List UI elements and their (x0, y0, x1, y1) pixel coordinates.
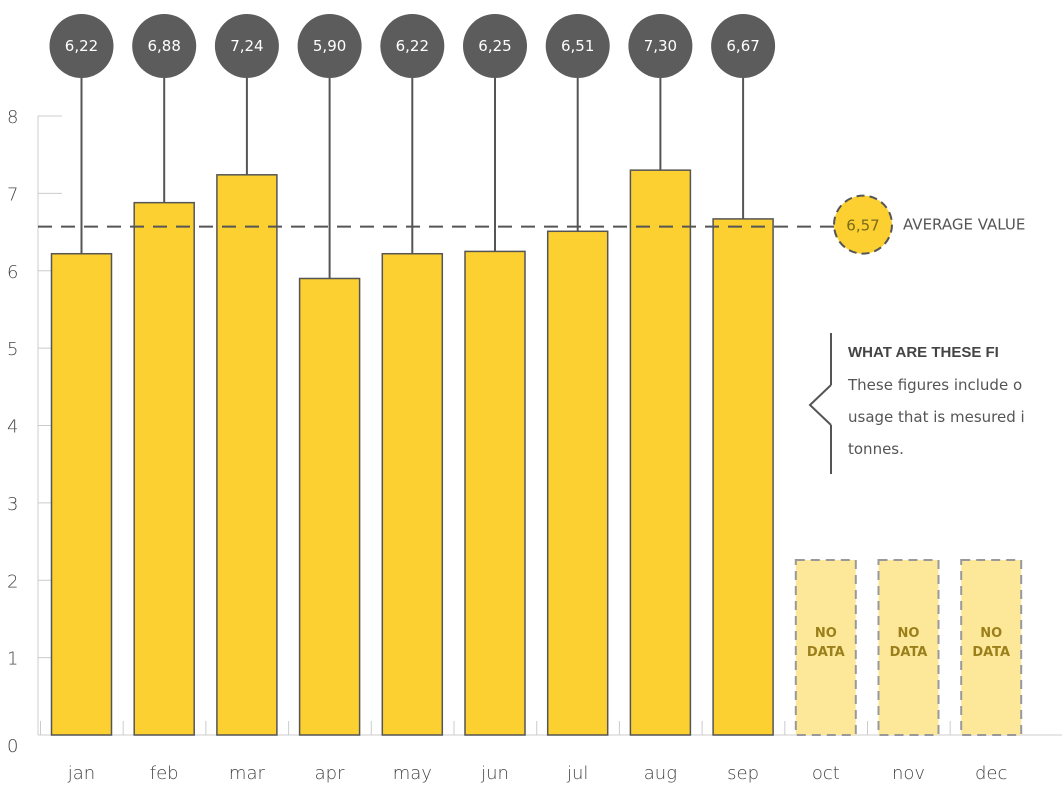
y-tick-label: 3 (7, 494, 18, 515)
value-bubble-apr (297, 14, 362, 78)
bar-aug (629, 169, 692, 736)
y-tick-label: 6 (7, 262, 18, 283)
data-label-mar: 7,24 (230, 37, 263, 55)
x-tick-label-jan: jan (67, 763, 95, 784)
x-tick-label-sep: sep (727, 763, 759, 784)
annotation-line-2: usage that is mesured i (848, 408, 1025, 426)
x-tick-label-jul: jul (566, 763, 588, 784)
bar-apr (298, 277, 361, 736)
bar-jun (464, 250, 526, 736)
y-tick-label: 2 (7, 571, 18, 592)
value-stems: 6,22 6,88 7,24 5,90 6,22 6,25 6,51 7,30 6,67 (49, 14, 776, 279)
data-label-jan: 6,22 (65, 37, 98, 55)
data-label-feb: 6,88 (147, 37, 180, 55)
value-bubble-mar (214, 14, 279, 78)
data-label-jun: 6,25 (478, 37, 511, 55)
x-tick-label-may: may (393, 763, 432, 784)
x-tick-label-jun: jun (480, 763, 509, 784)
bar-jul (546, 230, 609, 736)
bar-jan (50, 252, 113, 736)
x-tick-label-aug: aug (644, 763, 677, 784)
no-data-label-dec: NO (980, 626, 1002, 641)
y-tick-label: 5 (7, 339, 18, 360)
no-data-box-dec (960, 559, 1023, 736)
data-label-may: 6,22 (396, 37, 429, 55)
category-labels: jan feb mar apr may jun jul aug sep oct nov dec (67, 763, 1008, 784)
bar-may (381, 252, 444, 736)
x-tick-label-oct: oct (812, 763, 840, 784)
x-tick-label-apr: apr (315, 763, 345, 784)
data-label-aug: 7,30 (644, 37, 677, 55)
y-axis: 0 1 2 3 4 5 6 7 8 (7, 107, 1062, 757)
value-bubble-jul (545, 14, 610, 78)
x-tick-label-feb: feb (150, 763, 179, 784)
value-bubble-sep (711, 14, 776, 78)
average-bubble (833, 194, 893, 255)
no-data-label-nov: NO (898, 626, 920, 641)
bars: NO DATA NO DATA NO DATA (50, 169, 1023, 736)
y-tick-label: 8 (7, 107, 18, 128)
data-label-jul: 6,51 (561, 37, 594, 55)
annotation-heading: WHAT ARE THESE FI (848, 344, 999, 361)
annotation-note: WHAT ARE THESE FI These figures include … (808, 333, 1025, 474)
no-data-label-nov: DATA (890, 645, 928, 660)
bar-mar (216, 174, 278, 736)
x-tick-label-mar: mar (229, 763, 266, 784)
average-caption: AVERAGE VALUE (903, 216, 1025, 234)
bar-feb (133, 201, 195, 736)
x-tick-label-nov: nov (892, 763, 925, 784)
no-data-box-oct (794, 559, 857, 736)
no-data-label-oct: NO (815, 626, 837, 641)
value-bubble-feb (132, 14, 197, 78)
value-bubble-aug (628, 14, 693, 78)
no-data-label-oct: DATA (807, 645, 845, 660)
data-label-apr: 5,90 (313, 37, 346, 55)
annotation-line-3: tonnes. (848, 440, 904, 458)
y-tick-label: 7 (7, 184, 18, 205)
value-bubble-may (380, 14, 445, 78)
no-data-label-dec: DATA (972, 645, 1010, 660)
no-data-box-nov (877, 559, 940, 736)
bar-sep (712, 218, 774, 736)
x-tick-label-dec: dec (975, 763, 1007, 784)
average-line-group: 6,57 AVERAGE VALUE (38, 194, 1025, 255)
value-bubble-jun (463, 14, 527, 78)
average-value-label: 6,57 (846, 217, 879, 235)
y-tick-label: 4 (7, 417, 18, 438)
annotation-bracket-point (808, 384, 832, 426)
annotation-line-1: These figures include o (847, 376, 1022, 394)
y-tick-label: 0 (7, 736, 18, 757)
value-bubble-jan (49, 14, 114, 78)
y-tick-label: 1 (7, 649, 18, 670)
data-label-sep: 6,67 (726, 37, 759, 55)
